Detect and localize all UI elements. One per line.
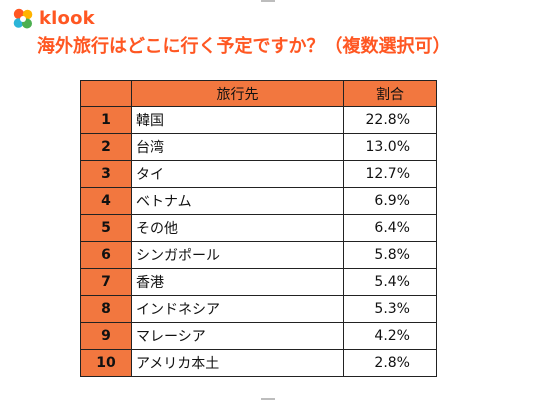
survey-question-title: 海外旅行はどこに行く予定ですか？（複数選択可）: [37, 36, 451, 57]
share-cell: 13.0%: [343, 133, 437, 161]
ranking-table-container: 旅行先 割合 1 韓国 22.8% 2 台湾 13.0% 3 タイ 12.7% 4 ベトナム 6.9%…: [80, 80, 437, 377]
rank-cell: 7: [80, 268, 132, 296]
destination-cell: タイ: [131, 160, 344, 188]
destination-cell: マレーシア: [131, 322, 344, 350]
rank-cell: 2: [80, 133, 132, 161]
destination-cell: アメリカ本土: [131, 349, 344, 377]
share-cell: 12.7%: [343, 160, 437, 188]
rank-cell: 1: [80, 106, 132, 134]
rank-cell: 4: [80, 187, 132, 215]
rank-cell: 10: [80, 349, 132, 377]
share-cell: 6.4%: [343, 214, 437, 242]
header-destination: 旅行先: [131, 80, 344, 107]
table-row: 6 シンガポール 5.8%: [80, 241, 437, 269]
destination-cell: 韓国: [131, 106, 344, 134]
rank-cell: 9: [80, 322, 132, 350]
header-rank: [80, 80, 132, 107]
table-row: 3 タイ 12.7%: [80, 160, 437, 188]
top-slide-marker: [261, 0, 275, 2]
table-row: 5 その他 6.4%: [80, 214, 437, 242]
share-cell: 6.9%: [343, 187, 437, 215]
table-row: 10 アメリカ本土 2.8%: [80, 349, 437, 377]
bottom-slide-marker: [261, 398, 275, 400]
table-row: 2 台湾 13.0%: [80, 133, 437, 161]
table-row: 7 香港 5.4%: [80, 268, 437, 296]
share-cell: 2.8%: [343, 349, 437, 377]
share-cell: 5.8%: [343, 241, 437, 269]
rank-cell: 6: [80, 241, 132, 269]
share-cell: 4.2%: [343, 322, 437, 350]
share-cell: 5.3%: [343, 295, 437, 323]
share-cell: 22.8%: [343, 106, 437, 134]
klook-logo: klook: [10, 6, 95, 32]
table-row: 8 インドネシア 5.3%: [80, 295, 437, 323]
rank-cell: 3: [80, 160, 132, 188]
destination-cell: ベトナム: [131, 187, 344, 215]
table-body: 1 韓国 22.8% 2 台湾 13.0% 3 タイ 12.7% 4 ベトナム 6.9% 5 その他 6.4…: [80, 106, 437, 377]
table-header-row: 旅行先 割合: [80, 80, 437, 107]
header-share: 割合: [343, 80, 437, 107]
rank-cell: 5: [80, 214, 132, 242]
destination-cell: 台湾: [131, 133, 344, 161]
destination-cell: その他: [131, 214, 344, 242]
table-row: 9 マレーシア 4.2%: [80, 322, 437, 350]
rank-cell: 8: [80, 295, 132, 323]
share-cell: 5.4%: [343, 268, 437, 296]
ranking-table: 旅行先 割合 1 韓国 22.8% 2 台湾 13.0% 3 タイ 12.7% 4 ベトナム 6.9%…: [80, 80, 437, 377]
table-row: 4 ベトナム 6.9%: [80, 187, 437, 215]
brand-name: klook: [39, 8, 95, 29]
destination-cell: シンガポール: [131, 241, 344, 269]
klook-logo-icon: [13, 8, 33, 29]
table-row: 1 韓国 22.8%: [80, 106, 437, 134]
destination-cell: 香港: [131, 268, 344, 296]
destination-cell: インドネシア: [131, 295, 344, 323]
